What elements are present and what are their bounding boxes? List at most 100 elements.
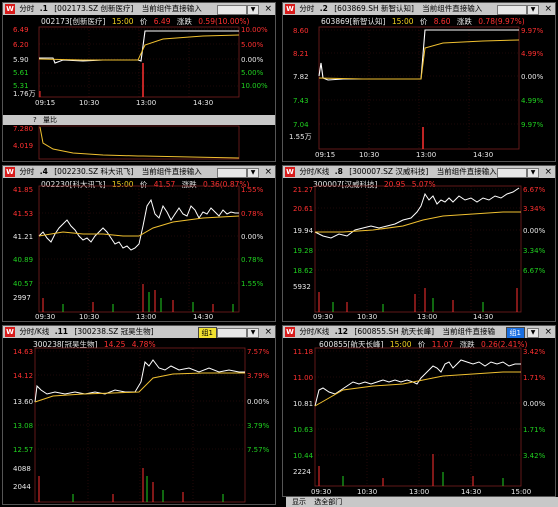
x-tick: 10:30 bbox=[357, 488, 378, 496]
volume-tick: 2224 bbox=[293, 468, 311, 476]
group-badge[interactable]: 组1 bbox=[197, 327, 217, 338]
stock-name: 603869[新智认知] bbox=[321, 17, 386, 26]
input-hint[interactable]: 当前组件直接输入 bbox=[141, 167, 202, 176]
dropdown-arrow-icon[interactable]: ▼ bbox=[527, 328, 539, 338]
y-tick: 6.20 bbox=[13, 41, 29, 49]
stock-code[interactable]: [002230.SZ 科大讯飞] bbox=[54, 167, 134, 176]
pct-tick: 0.78% bbox=[241, 256, 264, 264]
quote-info: 600855[航天长峰] 15:00 价 11.07 涨跌 0.26(2.41%… bbox=[319, 340, 531, 350]
stock-code[interactable]: [600855.SH 航天长峰] bbox=[354, 327, 435, 336]
group-select[interactable] bbox=[217, 168, 247, 178]
quote-info: 002230[科大讯飞] 15:00 价 41.57 涨跌 0.36(0.87%… bbox=[41, 180, 253, 190]
pct-tick: 3.42% bbox=[523, 348, 546, 356]
change-value: 4.78% bbox=[131, 340, 156, 349]
y-tick: 13.08 bbox=[13, 422, 34, 430]
bottom-toolbar: 显示 选全部门 bbox=[286, 497, 558, 507]
quote-time: 15:00 bbox=[389, 340, 412, 349]
volume-tick: 5932 bbox=[293, 283, 311, 291]
panel-2: W 分时 .2 [603869.SH 新智认知] 当前组件直接输入 ▼ × 60… bbox=[282, 2, 556, 162]
y-tick: 40.89 bbox=[13, 256, 34, 264]
pct-tick: 3.34% bbox=[523, 247, 546, 255]
group-select[interactable] bbox=[217, 5, 247, 15]
input-hint[interactable]: 当前组件直接输 bbox=[442, 327, 495, 336]
group-badge[interactable]: 组1 bbox=[505, 327, 525, 338]
close-icon[interactable]: × bbox=[544, 4, 552, 14]
close-icon[interactable]: × bbox=[264, 327, 272, 337]
y-tick: 19.94 bbox=[293, 227, 314, 235]
mode-label[interactable]: 分时 bbox=[19, 4, 35, 13]
close-icon[interactable]: × bbox=[544, 167, 552, 177]
stock-code[interactable]: [002173.SZ 创新医疗] bbox=[54, 4, 134, 13]
mode-label[interactable]: 分时/K线 bbox=[19, 327, 50, 336]
x-tick: 13:00 bbox=[409, 488, 430, 496]
stock-code[interactable]: [300007.SZ 汉威科技] bbox=[349, 167, 429, 176]
close-icon[interactable]: × bbox=[544, 327, 552, 337]
mode-label[interactable]: 分时/K线 bbox=[299, 327, 330, 336]
input-hint[interactable]: 当前组件直接输入 bbox=[422, 4, 483, 13]
input-hint[interactable]: 当前组件直接输入 bbox=[436, 167, 497, 176]
select-all-tab[interactable]: 选全部门 bbox=[314, 498, 343, 506]
change-value: 0.26(2.41%) bbox=[481, 340, 528, 349]
stock-code[interactable]: [603869.SH 新智认知] bbox=[334, 4, 414, 13]
dropdown-arrow-icon[interactable]: ▼ bbox=[527, 168, 539, 178]
display-tab[interactable]: 显示 bbox=[292, 498, 306, 506]
change-label: 涨跌 bbox=[181, 180, 197, 189]
window-icon[interactable]: W bbox=[5, 167, 15, 177]
stock-code[interactable]: [300238.SZ 冠昊生物] bbox=[74, 327, 154, 336]
x-tick: 10:30 bbox=[359, 151, 380, 159]
y-tick: 6.49 bbox=[13, 26, 29, 34]
indicator-tick: 7.280 bbox=[13, 125, 34, 133]
pct-tick: 5.00% bbox=[241, 41, 264, 49]
pct-tick: 0.78% bbox=[241, 210, 264, 218]
mode-label[interactable]: 分时/K线 bbox=[299, 167, 330, 176]
group-select[interactable] bbox=[497, 168, 527, 178]
volume-tick: 4088 bbox=[13, 465, 31, 473]
x-tick: 13:00 bbox=[136, 99, 157, 107]
indicator-header: ? 量比 bbox=[3, 115, 275, 125]
window-icon[interactable]: W bbox=[285, 4, 295, 14]
window-icon[interactable]: W bbox=[5, 4, 15, 14]
mode-label[interactable]: 分时 bbox=[19, 167, 35, 176]
y-tick: 18.62 bbox=[293, 267, 314, 275]
volume-tick: 2997 bbox=[13, 294, 31, 302]
indicator-label[interactable]: 量比 bbox=[42, 116, 57, 124]
input-hint[interactable]: 当前组件直接输入 bbox=[141, 4, 202, 13]
change-label: 涨跌 bbox=[176, 17, 192, 26]
volume-tick: 1.55万 bbox=[289, 133, 312, 141]
dropdown-arrow-icon[interactable]: ▼ bbox=[247, 168, 259, 178]
pct-tick: 0.00% bbox=[521, 73, 544, 81]
dropdown-arrow-icon[interactable]: ▼ bbox=[247, 5, 259, 15]
x-tick: 14:30 bbox=[461, 488, 482, 496]
x-tick: 14:30 bbox=[193, 99, 214, 107]
x-tick: 14:30 bbox=[193, 313, 214, 321]
help-icon[interactable]: ? bbox=[33, 116, 37, 124]
pct-tick: 7.57% bbox=[247, 446, 270, 454]
stock-name: 300007[汉威科技] bbox=[313, 180, 378, 189]
window-icon[interactable]: W bbox=[5, 327, 15, 337]
quote-time: 15:00 bbox=[391, 17, 414, 26]
change-value: 0.59(10.00%) bbox=[198, 17, 250, 26]
mode-label[interactable]: 分时 bbox=[299, 4, 315, 13]
close-icon[interactable]: × bbox=[264, 167, 272, 177]
panel-11: W 分时/K线 .11 [300238.SZ 冠昊生物] 组1 ▼ × 3002… bbox=[2, 325, 276, 505]
dropdown-arrow-icon[interactable]: ▼ bbox=[527, 5, 539, 15]
quote-info: 300007[汉威科技] 20.95 5.07% bbox=[313, 180, 440, 190]
x-tick: 14:30 bbox=[473, 313, 494, 321]
window-icon[interactable]: W bbox=[285, 327, 295, 337]
group-select[interactable] bbox=[217, 328, 247, 338]
window-icon[interactable]: W bbox=[285, 167, 295, 177]
y-tick: 10.63 bbox=[293, 426, 314, 434]
panel-8: W 分时/K线 .8 [300007.SZ 汉威科技] 当前组件直接输入 ▼ ×… bbox=[282, 165, 556, 322]
y-tick: 14.63 bbox=[13, 348, 34, 356]
pct-tick: 10.00% bbox=[241, 82, 268, 90]
panel-number: .4 bbox=[39, 167, 48, 176]
group-select[interactable] bbox=[497, 5, 527, 15]
indicator-tick: 4.019 bbox=[13, 142, 34, 150]
y-tick: 19.28 bbox=[293, 247, 314, 255]
close-icon[interactable]: × bbox=[264, 4, 272, 14]
price-label: 价 bbox=[139, 180, 148, 189]
pct-tick: 3.79% bbox=[247, 422, 270, 430]
dropdown-arrow-icon[interactable]: ▼ bbox=[247, 328, 259, 338]
stock-name: 002230[科大讯飞] bbox=[41, 180, 106, 189]
quote-info: 002173[创新医疗] 15:00 价 6.49 涨跌 0.59(10.00%… bbox=[41, 17, 253, 27]
